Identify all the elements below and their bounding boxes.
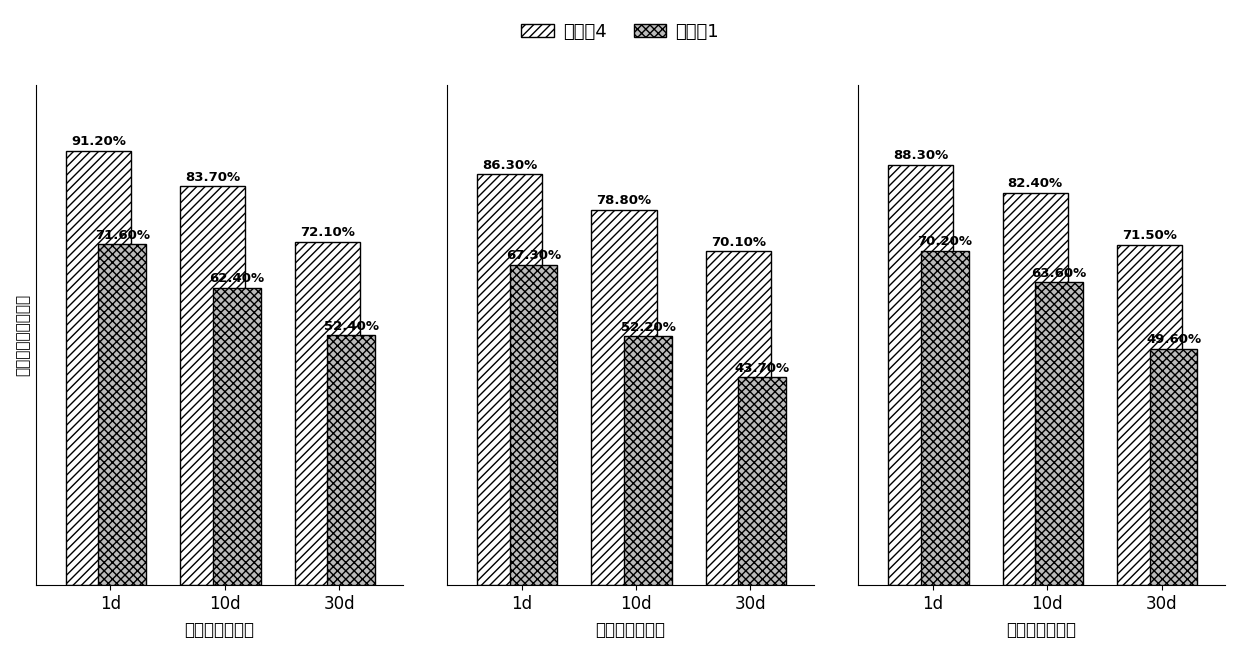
Text: 70.20%: 70.20% (918, 235, 972, 249)
Bar (1003, 193, 1068, 585)
Text: 83.70%: 83.70% (185, 171, 241, 184)
Text: 67.30%: 67.30% (506, 249, 562, 262)
Bar (739, 377, 786, 585)
Text: 52.20%: 52.20% (620, 321, 676, 334)
Text: 88.30%: 88.30% (893, 149, 949, 162)
Bar (1117, 245, 1182, 585)
Bar (921, 250, 968, 585)
Bar (327, 336, 374, 585)
Text: 86.30%: 86.30% (482, 159, 537, 171)
Bar (295, 242, 360, 585)
Text: 91.20%: 91.20% (71, 135, 126, 148)
Bar (180, 186, 246, 585)
X-axis label: 弯曲强度保持率: 弯曲强度保持率 (595, 621, 666, 639)
Text: 72.10%: 72.10% (300, 226, 355, 239)
Legend: 实施例4, 对比例1: 实施例4, 对比例1 (515, 16, 725, 48)
X-axis label: 拉伸强度保持率: 拉伸强度保持率 (184, 621, 254, 639)
Bar (1035, 282, 1083, 585)
Text: 71.60%: 71.60% (95, 229, 150, 242)
Text: 78.80%: 78.80% (596, 194, 651, 207)
Bar (888, 165, 954, 585)
X-axis label: 冲击强度保持率: 冲击强度保持率 (1007, 621, 1076, 639)
Text: 63.60%: 63.60% (1032, 267, 1086, 280)
Bar (98, 244, 146, 585)
Text: 43.70%: 43.70% (735, 362, 790, 375)
Bar (510, 264, 558, 585)
Bar (66, 150, 131, 585)
Bar (706, 251, 771, 585)
Text: 49.60%: 49.60% (1146, 334, 1202, 347)
Bar (477, 174, 542, 585)
Bar (1149, 349, 1198, 585)
Text: 82.40%: 82.40% (1008, 177, 1063, 190)
Bar (624, 336, 672, 585)
Text: 52.40%: 52.40% (324, 320, 378, 333)
Y-axis label: 力学性能强度保持率: 力学性能强度保持率 (15, 294, 30, 376)
Bar (591, 210, 657, 585)
Text: 70.10%: 70.10% (711, 236, 766, 249)
Bar (213, 288, 260, 585)
Text: 71.50%: 71.50% (1122, 229, 1177, 242)
Text: 62.40%: 62.40% (210, 273, 264, 285)
